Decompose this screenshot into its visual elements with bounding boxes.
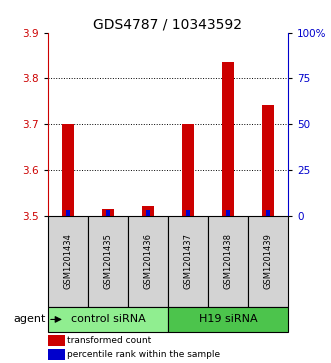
Text: transformed count: transformed count [68,336,152,345]
Bar [168,307,288,332]
Text: GSM1201437: GSM1201437 [183,233,193,289]
Bar [225,211,230,216]
Text: percentile rank within the sample: percentile rank within the sample [68,350,220,359]
Text: GSM1201438: GSM1201438 [223,233,232,289]
Bar [222,62,234,216]
Bar [88,216,128,307]
Bar [102,209,114,216]
Bar [48,307,168,332]
Bar [128,216,168,307]
Bar [265,211,270,216]
Bar [208,216,248,307]
Bar [142,206,154,216]
Bar [146,211,150,216]
Bar [262,105,273,216]
Bar [66,211,71,216]
Bar [186,211,190,216]
Bar [182,124,194,216]
Text: H19 siRNA: H19 siRNA [199,314,257,325]
Bar [106,211,110,216]
Text: control siRNA: control siRNA [71,314,145,325]
Text: GSM1201435: GSM1201435 [104,233,113,289]
Bar [48,216,88,307]
Bar [62,124,73,216]
Bar [168,216,208,307]
Bar [48,335,65,346]
Text: GSM1201434: GSM1201434 [64,233,72,289]
Title: GDS4787 / 10343592: GDS4787 / 10343592 [93,17,243,32]
Bar [48,349,65,360]
Bar [248,216,288,307]
Text: agent: agent [14,314,46,325]
Text: GSM1201436: GSM1201436 [143,233,153,289]
Text: GSM1201439: GSM1201439 [263,233,272,289]
